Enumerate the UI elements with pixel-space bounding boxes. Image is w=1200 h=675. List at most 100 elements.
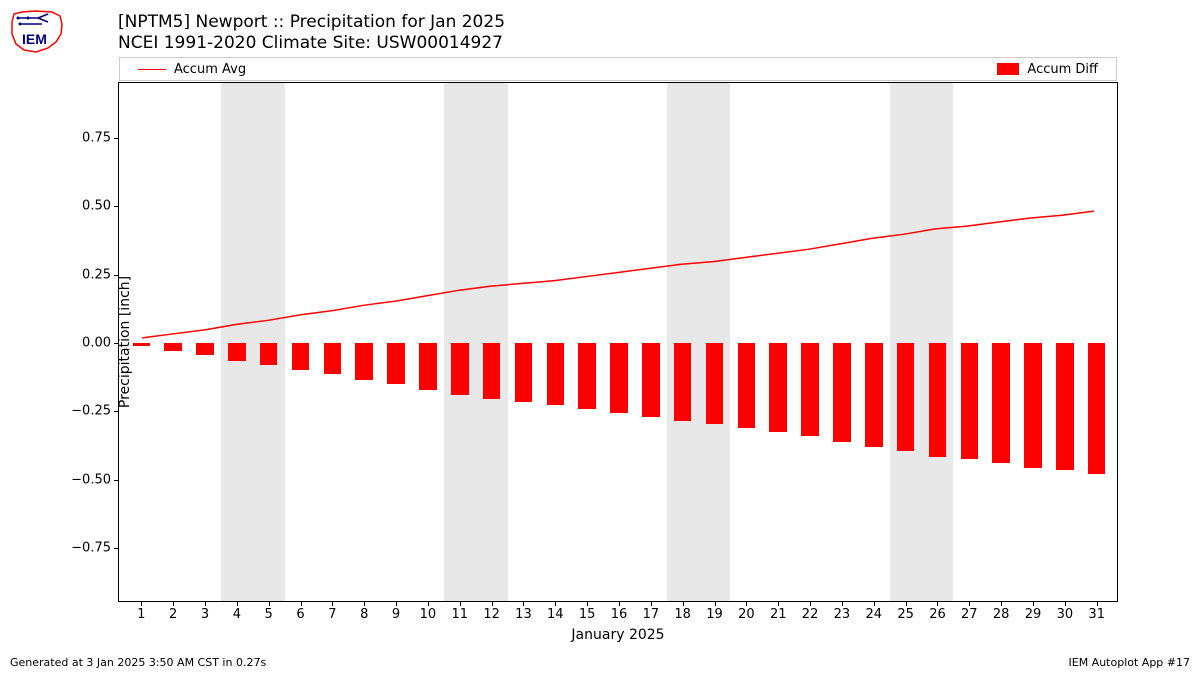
x-tick-mark [715,601,716,606]
plot-area: Accum Avg Accum Diff Precipitation [inch… [118,82,1118,602]
y-tick-mark [114,275,119,276]
x-tick-label: 29 [1025,607,1042,622]
accum-diff-bar [578,343,596,409]
x-tick-mark [587,601,588,606]
accum-diff-bar [387,343,405,384]
accum-diff-bar [133,343,151,346]
x-tick-label: 15 [579,607,596,622]
x-tick-label: 26 [929,607,946,622]
accum-diff-bar [642,343,660,417]
y-tick-mark [114,138,119,139]
chart-title: [NPTM5] Newport :: Precipitation for Jan… [118,12,505,55]
x-tick-mark [173,601,174,606]
x-tick-label: 17 [643,607,660,622]
legend-item-bar: Accum Diff [997,62,1098,77]
x-tick-mark [937,601,938,606]
accum-diff-bar [769,343,787,432]
x-tick-mark [651,601,652,606]
accum-diff-bar [228,343,246,361]
accum-diff-bar [961,343,979,459]
x-tick-mark [810,601,811,606]
accum-diff-bar [929,343,947,457]
x-tick-label: 20 [738,607,755,622]
accum-diff-bar [865,343,883,447]
y-tick-label: 0.50 [82,199,111,214]
y-tick-label: 0.00 [82,336,111,351]
accum-diff-bar [515,343,533,402]
legend-bar-swatch [997,63,1019,75]
footer-generated: Generated at 3 Jan 2025 3:50 AM CST in 0… [10,656,266,669]
y-tick-mark [114,548,119,549]
accum-diff-bar [547,343,565,405]
y-tick-label: −0.25 [71,404,111,419]
x-tick-label: 30 [1057,607,1074,622]
x-tick-mark [301,601,302,606]
x-tick-mark [1065,601,1066,606]
x-tick-mark [428,601,429,606]
x-tick-mark [1033,601,1034,606]
accum-diff-bar [451,343,469,395]
accum-diff-bar [483,343,501,399]
x-tick-label: 13 [515,607,532,622]
x-tick-label: 25 [897,607,914,622]
x-tick-label: 31 [1088,607,1105,622]
accum-diff-bar [1088,343,1106,474]
x-tick-label: 2 [169,607,177,622]
legend-item-line: Accum Avg [138,62,246,77]
accum-diff-bar [1024,343,1042,468]
y-tick-mark [114,343,119,344]
y-tick-label: −0.50 [71,472,111,487]
x-tick-mark [1001,601,1002,606]
accum-diff-bar [992,343,1010,463]
y-tick-label: −0.75 [71,541,111,556]
x-tick-mark [269,601,270,606]
x-tick-mark [492,601,493,606]
x-tick-mark [396,601,397,606]
x-tick-label: 21 [770,607,787,622]
x-tick-mark [778,601,779,606]
x-tick-label: 14 [547,607,564,622]
legend-line-label: Accum Avg [174,62,246,77]
legend-line-swatch [138,69,166,70]
accum-diff-bar [324,343,342,374]
accum-diff-bar [196,343,214,355]
x-tick-label: 9 [392,607,400,622]
x-tick-label: 27 [961,607,978,622]
x-tick-label: 11 [451,607,468,622]
accum-diff-bar [292,343,310,370]
x-tick-label: 24 [865,607,882,622]
accum-avg-line [119,83,1117,601]
x-tick-label: 16 [611,607,628,622]
y-tick-mark [114,411,119,412]
x-tick-label: 22 [802,607,819,622]
x-tick-mark [460,601,461,606]
x-tick-mark [874,601,875,606]
accum-diff-bar [355,343,373,380]
legend-bar-label: Accum Diff [1027,62,1098,77]
footer-app: IEM Autoplot App #17 [1069,656,1191,669]
title-line-1: [NPTM5] Newport :: Precipitation for Jan… [118,12,505,33]
x-tick-label: 3 [201,607,209,622]
x-tick-mark [237,601,238,606]
x-tick-label: 4 [233,607,241,622]
x-tick-mark [555,601,556,606]
accum-diff-bar [706,343,724,424]
x-tick-mark [141,601,142,606]
x-tick-label: 23 [834,607,851,622]
accum-diff-bar [738,343,756,428]
accum-diff-bar [1056,343,1074,470]
x-tick-label: 8 [360,607,368,622]
accum-diff-bar [164,343,182,351]
x-tick-label: 12 [483,607,500,622]
x-tick-mark [969,601,970,606]
accum-diff-bar [897,343,915,451]
x-axis-label: January 2025 [571,627,664,643]
x-tick-mark [523,601,524,606]
y-tick-label: 0.25 [82,267,111,282]
x-tick-label: 19 [706,607,723,622]
accum-diff-bar [610,343,628,413]
y-tick-label: 0.75 [82,130,111,145]
x-tick-mark [1097,601,1098,606]
x-tick-label: 6 [296,607,304,622]
x-tick-mark [906,601,907,606]
